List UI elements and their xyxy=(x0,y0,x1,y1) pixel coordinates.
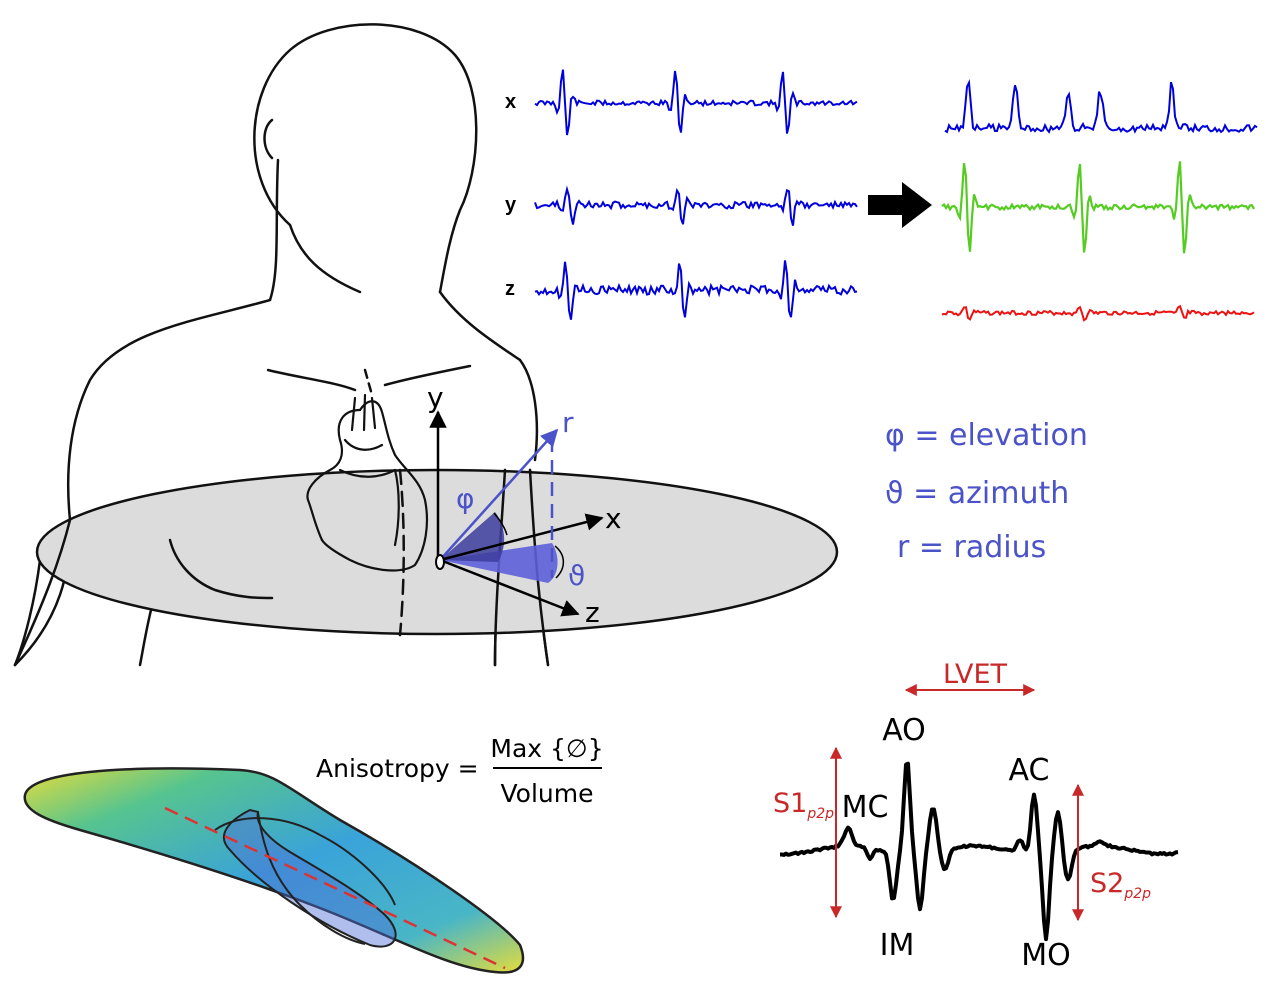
signal-label-y: y xyxy=(505,194,517,216)
signal-label-z: z xyxy=(505,278,515,300)
signal-trace-elevation xyxy=(941,161,1255,254)
event-label-im: IM xyxy=(880,928,915,963)
signal-trace-azimuth xyxy=(941,304,1255,322)
signal-trace-x xyxy=(534,69,858,136)
anisotropy-axis xyxy=(164,806,506,970)
x-axis xyxy=(439,513,604,562)
signal-trace-radius xyxy=(944,79,1258,134)
anisotropy-ellipsoid xyxy=(23,767,525,974)
coordinate-system: y x z r φ ϑ xyxy=(427,381,622,629)
event-label-ao: AO xyxy=(882,713,926,748)
angle-label-phi: φ xyxy=(456,482,474,515)
input-signals: x y z xyxy=(505,69,858,320)
legend-theta: ϑ = azimuth xyxy=(885,476,1069,511)
z-axis xyxy=(439,558,580,617)
signal-trace-y xyxy=(534,185,858,226)
legend-phi: φ = elevation xyxy=(885,418,1088,453)
legend-r: r = radius xyxy=(897,530,1046,565)
signal-label-x: x xyxy=(505,91,516,113)
s2-label: S2p2p xyxy=(1090,868,1151,902)
formula-denominator: Volume xyxy=(501,779,594,808)
elevation-wedge xyxy=(440,512,505,562)
heart-drawing xyxy=(306,393,429,572)
angle-legend: φ = elevation ϑ = azimuth r = radius xyxy=(885,418,1088,565)
lvet-label: LVET xyxy=(943,659,1008,690)
anisotropy-formula: Anisotropy = Max {∅} Volume xyxy=(316,734,604,808)
axis-label-x: x xyxy=(605,502,622,535)
vector-label-r: r xyxy=(562,406,574,439)
signal-trace-z xyxy=(534,260,858,320)
r-vector xyxy=(439,428,559,561)
azimuth-wedge xyxy=(440,543,558,583)
event-label-ac: AC xyxy=(1009,753,1050,788)
formula-lhs: Anisotropy = xyxy=(316,754,479,783)
scg-waveform-panel: LVET S1p2p S2p2p AO MC AC IM MO xyxy=(773,659,1179,973)
origin-marker xyxy=(435,554,445,570)
output-signals xyxy=(941,79,1258,322)
scg-waveform-trace xyxy=(780,761,1179,942)
angle-label-theta: ϑ xyxy=(568,559,585,592)
transform-arrow-icon xyxy=(868,182,932,228)
event-label-mo: MO xyxy=(1021,938,1071,973)
axis-label-z: z xyxy=(585,596,600,629)
event-label-mc: MC xyxy=(842,790,889,825)
s1-label: S1p2p xyxy=(773,788,834,822)
formula-numerator: Max {∅} xyxy=(490,734,603,763)
axis-label-y: y xyxy=(427,381,444,414)
